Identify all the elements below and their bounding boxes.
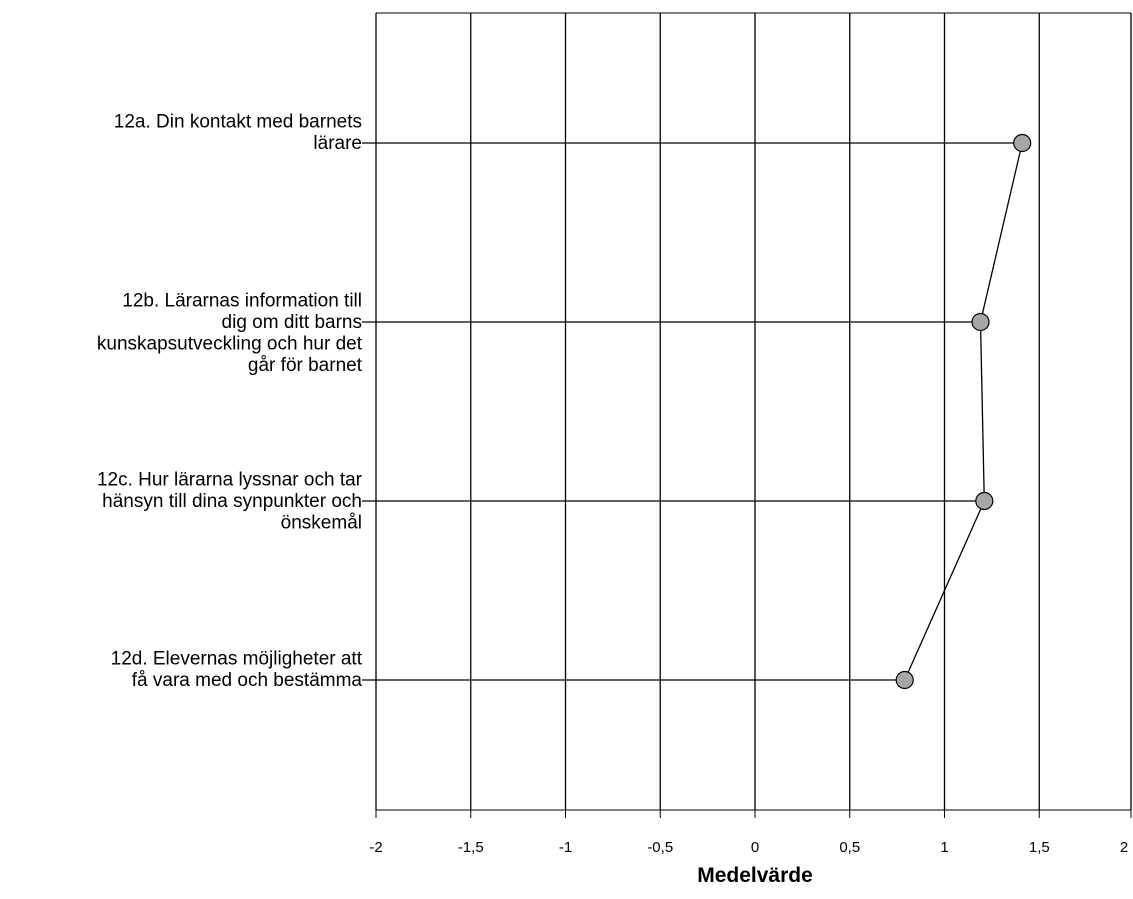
x-tick-label: 1	[940, 839, 948, 856]
category-leader-lines	[362, 142, 1023, 681]
category-label-line: 12b. Lärarnas information till	[122, 291, 362, 312]
x-tick-label: 0	[751, 839, 759, 856]
category-label-line: dig om ditt barns	[222, 312, 362, 333]
category-label: 12c. Hur lärarna lyssnar och tar hänsyn t…	[97, 470, 363, 534]
x-tick-label: -1	[559, 839, 572, 856]
x-tick-label: -0,5	[647, 839, 673, 856]
x-axis-title: Medelvärde	[697, 864, 813, 887]
category-label: 12a. Din kontakt med barnets lärare	[114, 112, 362, 155]
x-tick-label: 1,5	[1029, 839, 1050, 856]
x-tick-label: 2	[1120, 839, 1128, 856]
category-label-line: hänsyn till dina synpunkter och	[102, 491, 362, 512]
x-tick-label: -1,5	[458, 839, 484, 856]
data-point	[895, 670, 914, 690]
data-point	[971, 312, 990, 332]
x-axis-ticks: -2 -1,5 -1 -0,5 0 0,5 1 1,5 2	[369, 810, 1132, 856]
chart-grid	[375, 12, 1132, 811]
category-label-line: önskemål	[281, 513, 362, 534]
category-labels: 12a. Din kontakt med barnets lärare 12b. L…	[97, 112, 363, 692]
series-line	[904, 142, 1023, 681]
category-label-line: 12a. Din kontakt med barnets	[114, 112, 362, 133]
data-point	[1013, 133, 1032, 153]
category-label-line: går för barnet	[248, 355, 363, 376]
data-points	[895, 133, 1032, 690]
x-tick-label: -2	[369, 839, 382, 856]
category-label-line: få vara med och bestämma	[132, 670, 363, 691]
category-label: 12b. Lärarnas information till dig om dit…	[97, 291, 363, 377]
category-label-line: kunskapsutveckling och hur det	[97, 334, 363, 355]
category-label-line: 12d. Elevernas möjligheter att	[111, 649, 363, 670]
category-label: 12d. Elevernas möjligheter att få vara me…	[111, 649, 363, 692]
x-tick-label: 0,5	[839, 839, 860, 856]
category-label-line: lärare	[313, 133, 362, 154]
series-line-group	[904, 142, 1023, 681]
category-label-line: 12c. Hur lärarna lyssnar och tar	[97, 470, 363, 491]
data-point	[975, 491, 994, 511]
